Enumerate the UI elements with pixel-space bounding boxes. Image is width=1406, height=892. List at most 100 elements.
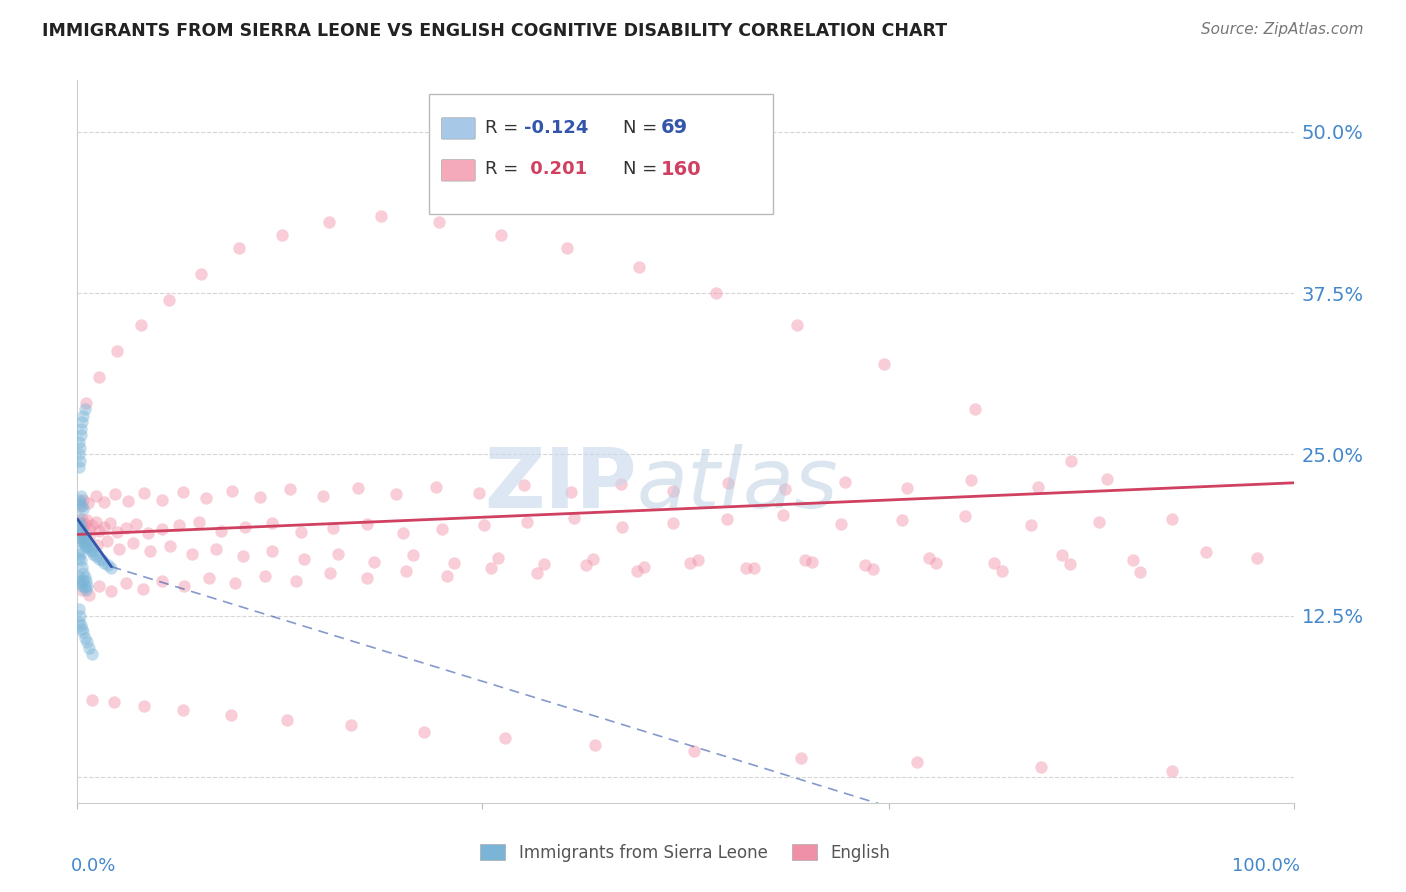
Point (84, 515, 107, 529)
Point (72, 501, 94, 516)
Point (75, 533, 97, 547)
Point (1122, 553, 1144, 567)
Point (75, 574, 97, 588)
Point (115, 521, 138, 535)
Legend: Immigrants from Sierra Leone, English: Immigrants from Sierra Leone, English (472, 836, 898, 871)
Point (533, 557, 555, 571)
Point (1097, 472, 1119, 486)
Text: N =: N = (623, 161, 662, 178)
Point (97, 558, 120, 573)
Point (1060, 454, 1083, 468)
Point (93, 556, 115, 570)
Point (70, 622, 93, 636)
Point (69, 547, 91, 561)
Point (117, 494, 139, 508)
Text: ZIP: ZIP (484, 444, 637, 525)
Point (190, 267, 212, 281)
Point (96, 533, 118, 548)
Text: -0.124: -0.124 (524, 119, 589, 136)
Point (72, 573, 94, 587)
Point (1195, 545, 1218, 559)
Point (69, 454, 91, 468)
Text: 100.0%: 100.0% (1232, 857, 1299, 875)
Point (494, 731, 516, 746)
Point (224, 576, 246, 591)
Point (436, 568, 458, 582)
Point (430, 522, 453, 536)
Point (107, 524, 129, 539)
Point (80, 544, 103, 558)
Point (70, 499, 93, 513)
Point (152, 492, 174, 507)
Point (356, 517, 378, 532)
Point (253, 568, 276, 582)
Point (205, 541, 228, 556)
Point (318, 215, 340, 229)
Point (1161, 512, 1184, 526)
Point (73, 402, 96, 417)
Point (70, 531, 93, 545)
Point (356, 571, 378, 585)
Point (159, 539, 181, 553)
Point (72, 566, 94, 581)
Point (73, 570, 96, 584)
Text: N =: N = (623, 119, 662, 136)
Point (89, 552, 111, 566)
Point (285, 574, 308, 588)
Point (70, 522, 93, 536)
Point (402, 548, 425, 562)
Point (152, 574, 174, 588)
Point (172, 703, 194, 717)
Point (100, 561, 122, 575)
Point (169, 518, 191, 533)
Point (73, 631, 96, 645)
Point (84, 489, 107, 503)
Point (80, 692, 103, 706)
Point (233, 519, 256, 533)
Point (107, 541, 129, 556)
Point (228, 241, 250, 255)
Point (67, 550, 90, 565)
Point (260, 516, 283, 530)
Point (489, 228, 512, 243)
Point (716, 512, 738, 526)
Point (69, 441, 91, 455)
Point (1029, 760, 1052, 774)
Point (67, 492, 90, 507)
Point (79, 588, 101, 602)
Point (69, 499, 91, 513)
Point (872, 357, 894, 371)
Point (1161, 764, 1184, 778)
Point (75, 396, 97, 410)
Point (221, 483, 243, 498)
Point (395, 564, 418, 578)
Point (93, 519, 115, 533)
Point (786, 318, 808, 333)
Point (276, 713, 298, 727)
Point (157, 293, 180, 307)
Point (180, 547, 202, 561)
Point (84, 549, 107, 564)
Point (363, 555, 385, 569)
Point (73, 535, 96, 549)
Point (67, 434, 90, 449)
Text: R =: R = (485, 119, 524, 136)
Point (139, 544, 162, 558)
Point (686, 553, 709, 567)
Point (79, 640, 101, 655)
Point (172, 484, 194, 499)
Point (104, 487, 127, 501)
Point (188, 515, 211, 529)
Point (662, 516, 685, 530)
Point (626, 564, 648, 578)
Point (67, 518, 90, 533)
Point (793, 553, 815, 567)
Point (134, 486, 156, 500)
Point (662, 483, 685, 498)
Point (73, 538, 96, 552)
Point (90, 553, 112, 567)
Point (76, 513, 98, 527)
Point (67, 570, 90, 584)
Point (1026, 480, 1049, 494)
Point (70, 422, 93, 436)
